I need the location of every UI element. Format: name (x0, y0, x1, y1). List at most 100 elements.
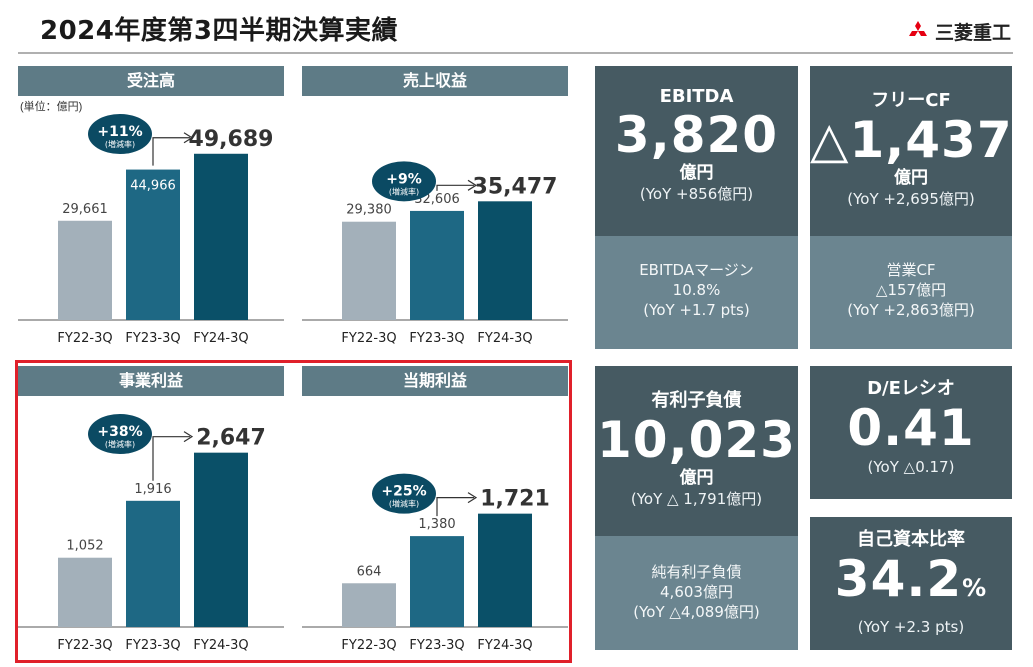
de-ratio-label: D/Eレシオ (867, 378, 955, 399)
growth-caption: (増減率) (105, 139, 135, 149)
operating-cf-label: 営業CF (886, 261, 936, 279)
net-profit-chart-title: 当期利益 (302, 366, 568, 396)
equity-ratio-card: 自己資本比率 34.2% (YoY +2.3 pts) (810, 517, 1012, 650)
tick-label-FY23-3Q: FY23-3Q (409, 331, 464, 346)
business-profit-chart: 1,052 FY22-3Q 1,916 FY23-3Q 2,647 FY24-3Q +38%… (18, 414, 284, 653)
equity-ratio-yoy: (YoY +2.3 pts) (857, 618, 965, 636)
orders-chart-panel: 受注高 (単位：億円) 29,661 FY22-3Q 44,966 FY23-3Q 49,… (18, 66, 284, 353)
revenue-chart-title: 売上収益 (302, 66, 568, 96)
revenue-chart: 29,380FY22-3Q32,606FY23-3Q35,477FY24-3Q+… (302, 161, 568, 346)
growth-rate: +38% (97, 424, 142, 440)
ebitda-margin-value: 10.8% (672, 281, 721, 299)
debt-yoy: (YoY △ 1,791億円) (630, 490, 763, 508)
operating-cf-yoy: (YoY +2,863億円) (847, 301, 975, 319)
orders-chart: (単位：億円) 29,661 FY22-3Q 44,966 FY23-3Q 49,689 F… (18, 99, 284, 346)
orders-chart-title: 受注高 (18, 66, 284, 96)
growth-badge (372, 161, 436, 202)
revenue-chart-panel: 売上収益 29,380 FY22-3Q 32,606 FY23-3Q 35,477 FY2… (302, 66, 568, 353)
net-debt-label: 純有利子負債 (651, 563, 742, 581)
bar-FY24-3Q (194, 153, 248, 320)
growth-arrow-head-icon (183, 431, 194, 443)
free-cf-unit: 億円 (894, 168, 928, 188)
bar-FY22-3Q (342, 583, 396, 627)
equity-ratio-label: 自己資本比率 (857, 529, 965, 550)
bar-FY24-3Q (478, 513, 532, 627)
growth-badge (372, 473, 436, 514)
growth-arrow-line (436, 184, 474, 191)
highlight-frame (15, 360, 572, 663)
de-ratio-yoy: (YoY △0.17) (867, 458, 955, 476)
de-ratio-card: D/Eレシオ 0.41 (YoY △0.17) (810, 366, 1012, 499)
growth-caption: (増減率) (105, 439, 135, 449)
growth-caption: (増減率) (389, 186, 419, 196)
data-label-FY23-3Q: 1,380 (418, 517, 455, 532)
data-label-FY22-3Q: 29,380 (346, 203, 392, 218)
data-label-FY24-3Q: 2,647 (196, 426, 266, 451)
data-label-FY22-3Q: 29,661 (62, 202, 108, 217)
three-diamonds-logo-icon (908, 20, 927, 36)
bar-FY22-3Q (58, 220, 112, 320)
data-label-FY22-3Q: 664 (357, 564, 382, 579)
equity-ratio-percent: % (962, 574, 988, 602)
tick-label-FY23-3Q: FY23-3Q (409, 638, 464, 653)
bar-FY22-3Q (342, 221, 396, 320)
growth-arrow-line (436, 497, 474, 517)
ebitda-value: 3,820 (614, 106, 779, 164)
free-cf-yoy: (YoY +2,695億円) (847, 190, 975, 208)
growth-arrow-line (152, 436, 190, 481)
tick-label-FY24-3Q: FY24-3Q (193, 331, 248, 346)
data-label-FY22-3Q: 1,052 (66, 539, 103, 554)
ebitda-margin-label: EBITDAマージン (639, 261, 754, 279)
free-cf-label: フリーCF (871, 90, 951, 111)
data-label-FY24-3Q: 49,689 (189, 127, 274, 152)
growth-rate: +25% (381, 484, 426, 500)
equity-ratio-value: 34.2 (834, 550, 963, 608)
bar-FY22-3Q (58, 557, 112, 627)
data-label-FY24-3Q: 1,721 (480, 487, 550, 512)
growth-arrow-head-icon (467, 492, 478, 504)
data-label-FY24-3Q: 35,477 (473, 174, 558, 199)
tick-label-FY22-3Q: FY22-3Q (341, 331, 396, 346)
operating-cf-value: △157億円 (875, 281, 947, 299)
bar-FY24-3Q (194, 452, 248, 627)
growth-arrow-head-icon (183, 132, 194, 144)
ebitda-card: EBITDA 3,820 億円 (YoY +856億円) EBITDAマージン … (595, 66, 798, 349)
company-logo: 三菱重工 (906, 18, 1011, 45)
bar-FY23-3Q (410, 536, 464, 627)
tick-label-FY22-3Q: FY22-3Q (341, 638, 396, 653)
debt-value: 10,023 (597, 411, 796, 469)
growth-arrow-line (152, 137, 190, 166)
free-cf-card: フリーCF △1,437 億円 (YoY +2,695億円) 営業CF △157… (810, 66, 1012, 349)
growth-badge (88, 414, 152, 454)
de-ratio-value: 0.41 (847, 399, 975, 457)
debt-card: 有利子負債 10,023 億円 (YoY △ 1,791億円) 純有利子負債 4… (595, 366, 798, 650)
title-divider (18, 52, 1013, 54)
tick-label-FY24-3Q: FY24-3Q (193, 638, 248, 653)
net-debt-yoy: (YoY △4,089億円) (633, 603, 760, 621)
growth-badge (88, 114, 152, 154)
ebitda-label: EBITDA (659, 86, 734, 107)
net-debt-value: 4,603億円 (660, 583, 733, 601)
business-profit-chart-panel: 事業利益 1,052 FY22-3Q 1,916 FY23-3Q 2,647 FY24-3… (18, 366, 284, 660)
ebitda-unit: 億円 (679, 163, 714, 183)
free-cf-value: △1,437 (810, 111, 1013, 169)
company-name: 三菱重工 (934, 22, 1011, 44)
unit-note: (単位：億円) (20, 99, 82, 113)
bar-FY23-3Q (410, 210, 464, 320)
growth-caption: (増減率) (389, 499, 419, 509)
tick-label-FY22-3Q: FY22-3Q (57, 638, 112, 653)
debt-unit: 億円 (679, 468, 714, 488)
data-label-FY23-3Q: 1,916 (134, 482, 171, 497)
ebitda-margin-yoy: (YoY +1.7 pts) (643, 301, 750, 319)
tick-label-FY24-3Q: FY24-3Q (477, 638, 532, 653)
net-profit-chart: 664 FY22-3Q 1,380 FY23-3Q 1,721 FY24-3Q +25%(増… (302, 473, 568, 653)
bar-FY23-3Q (126, 500, 180, 627)
business-profit-chart-title: 事業利益 (18, 366, 284, 396)
page-title: 2024年度第3四半期決算実績 (40, 16, 398, 46)
ebitda-yoy: (YoY +856億円) (639, 185, 754, 203)
tick-label-FY24-3Q: FY24-3Q (477, 331, 532, 346)
tick-label-FY22-3Q: FY22-3Q (57, 331, 112, 346)
data-label-FY23-3Q: 44,966 (130, 179, 176, 194)
growth-arrow-head-icon (467, 179, 478, 191)
tick-label-FY23-3Q: FY23-3Q (125, 638, 180, 653)
